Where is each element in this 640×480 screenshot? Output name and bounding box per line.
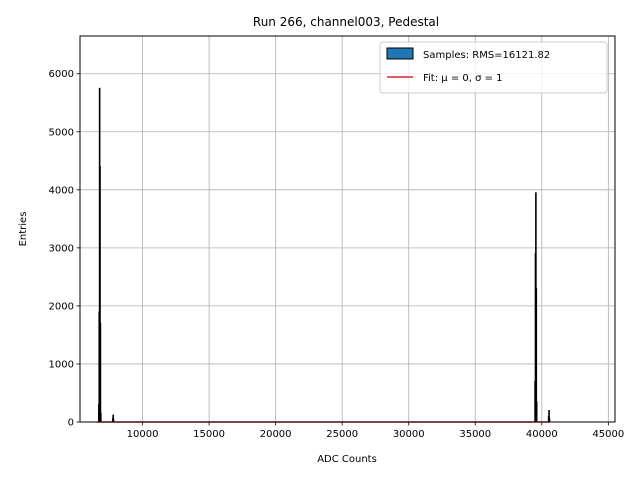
histogram-bar	[100, 412, 102, 423]
x-tick-label: 45000	[592, 429, 624, 440]
plot-frame	[79, 35, 616, 423]
legend: Samples: RMS=16121.82 Fit: μ = 0, σ = 1	[379, 41, 608, 94]
y-axis-ticks: 0 1000 2000 3000 4000 5000 6000	[49, 69, 80, 429]
legend-label-fit: Fit: μ = 0, σ = 1	[423, 73, 503, 84]
histogram-bar	[535, 401, 538, 423]
x-tick-label: 30000	[393, 429, 425, 440]
y-tick-label: 1000	[49, 359, 74, 370]
y-tick-label: 4000	[49, 185, 74, 196]
x-tick-label: 10000	[127, 429, 159, 440]
histogram-bar	[99, 322, 102, 423]
y-tick-label: 2000	[49, 301, 74, 312]
chart-title: Run 266, channel003, Pedestal	[253, 15, 439, 29]
y-axis-label: Entries	[18, 212, 29, 247]
y-tick-label: 6000	[49, 69, 74, 80]
y-tick-label: 3000	[49, 243, 74, 254]
y-tick-label: 0	[68, 418, 74, 429]
x-tick-label: 15000	[193, 429, 225, 440]
legend-swatch-samples	[386, 47, 414, 60]
x-tick-label: 35000	[459, 429, 491, 440]
x-axis-label: ADC Counts	[317, 454, 377, 465]
x-tick-label: 25000	[326, 429, 358, 440]
x-tick-label: 20000	[260, 429, 292, 440]
y-tick-label: 5000	[49, 127, 74, 138]
x-tick-label: 40000	[526, 429, 558, 440]
x-axis-ticks: 10000 15000 20000 25000 30000 35000 40000 45000	[127, 422, 624, 440]
legend-box	[379, 41, 608, 94]
legend-label-samples: Samples: RMS=16121.82	[423, 50, 550, 61]
